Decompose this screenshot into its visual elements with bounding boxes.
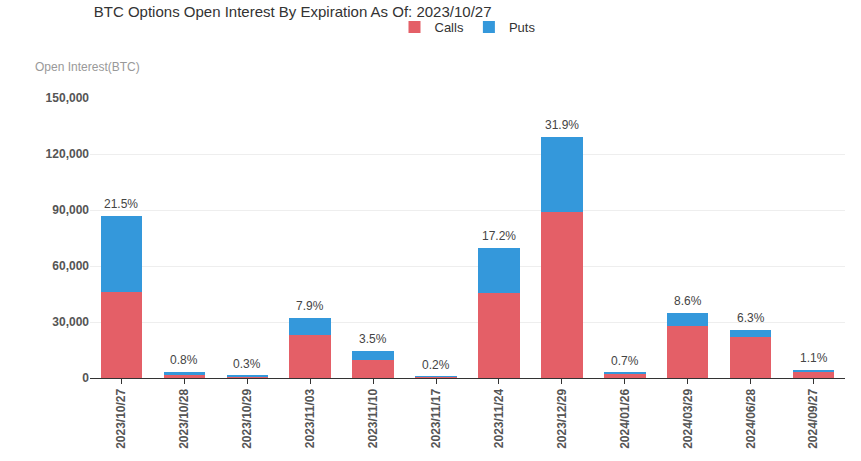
svg-text:2023/11/17: 2023/11/17	[429, 388, 443, 448]
svg-text:2023/11/03: 2023/11/03	[303, 388, 317, 448]
svg-text:30,000: 30,000	[52, 315, 89, 329]
svg-text:2023/10/27: 2023/10/27	[114, 388, 128, 448]
svg-text:0.2%: 0.2%	[422, 358, 450, 372]
svg-text:31.9%: 31.9%	[545, 118, 579, 132]
svg-text:150,000: 150,000	[46, 91, 90, 105]
svg-text:2024/03/29: 2024/03/29	[681, 388, 695, 448]
svg-text:2023/11/24: 2023/11/24	[492, 388, 506, 448]
svg-text:2023/12/29: 2023/12/29	[555, 388, 569, 448]
svg-text:0.3%: 0.3%	[233, 357, 261, 371]
svg-text:90,000: 90,000	[52, 203, 89, 217]
svg-text:1.1%: 1.1%	[800, 351, 828, 365]
svg-text:17.2%: 17.2%	[482, 229, 516, 243]
svg-text:7.9%: 7.9%	[296, 299, 324, 313]
svg-text:2024/06/28: 2024/06/28	[744, 388, 758, 448]
svg-text:BTC Options Open Interest By E: BTC Options Open Interest By Expiration …	[94, 3, 492, 20]
svg-text:0.8%: 0.8%	[170, 353, 198, 367]
svg-text:2024/09/27: 2024/09/27	[806, 388, 820, 448]
svg-text:2023/10/29: 2023/10/29	[240, 388, 254, 448]
svg-text:2023/10/28: 2023/10/28	[177, 388, 191, 448]
svg-text:Puts: Puts	[509, 20, 536, 35]
svg-text:Open Interest(BTC): Open Interest(BTC)	[35, 60, 140, 74]
svg-text:2023/11/10: 2023/11/10	[366, 388, 380, 448]
svg-text:6.3%: 6.3%	[737, 311, 765, 325]
svg-text:0.7%: 0.7%	[611, 354, 639, 368]
svg-text:8.6%: 8.6%	[674, 294, 702, 308]
svg-text:0: 0	[82, 371, 89, 385]
svg-text:120,000: 120,000	[46, 147, 90, 161]
svg-text:2024/01/26: 2024/01/26	[618, 388, 632, 448]
svg-text:Calls: Calls	[435, 20, 464, 35]
svg-text:21.5%: 21.5%	[104, 197, 138, 211]
svg-text:60,000: 60,000	[52, 259, 89, 273]
svg-text:3.5%: 3.5%	[359, 332, 387, 346]
